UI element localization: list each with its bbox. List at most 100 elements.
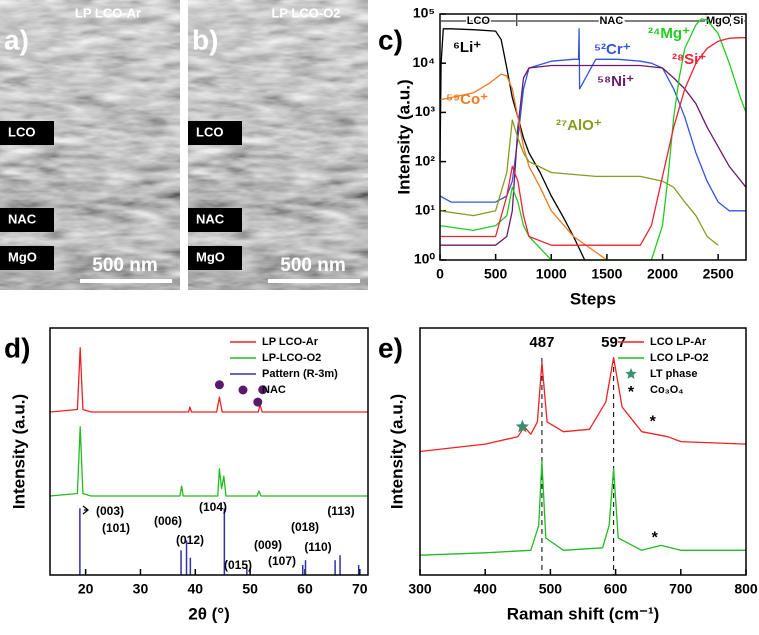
hkl-label: (012) — [176, 533, 204, 547]
legend-label: LT phase — [650, 368, 697, 380]
hkl-label: (006) — [154, 514, 182, 528]
x-tick-label: 2500 — [703, 266, 734, 282]
legend-label: Pattern (R-3m) — [262, 368, 338, 380]
x-tick-label: 600 — [604, 581, 628, 597]
y-tick-label: 10⁴ — [413, 54, 436, 70]
hkl-label: (009) — [254, 538, 282, 552]
legend-swatch — [238, 385, 248, 395]
legend-label: Co₃O₄ — [650, 384, 684, 396]
hkl-label: (101) — [102, 521, 130, 535]
y-axis-label: Intensity (a.u.) — [387, 394, 406, 509]
y-axis-label: Intensity (a.u.) — [9, 394, 28, 509]
x-tick-label: 20 — [78, 581, 94, 597]
x-tick-label: 60 — [297, 581, 313, 597]
series-line — [49, 426, 368, 497]
hkl-arrow — [82, 505, 90, 515]
x-tick-label: 50 — [242, 581, 258, 597]
x-axis-label: Raman shift (cm⁻¹) — [507, 604, 660, 623]
label-box — [188, 246, 242, 270]
x-tick-label: 1000 — [536, 266, 567, 282]
series-line — [440, 64, 747, 246]
legend-swatch: * — [628, 384, 635, 401]
peak-label: 487 — [529, 334, 554, 351]
sem-title: LP LCO-O2 — [271, 5, 340, 20]
region-label: MgO — [706, 15, 731, 27]
marker-dot — [214, 380, 224, 390]
plot-frame — [419, 327, 747, 576]
series-line — [439, 28, 586, 261]
x-axis-label: 2θ (°) — [188, 604, 230, 623]
sem-title: LP LCO-Ar — [75, 5, 141, 20]
x-tick-label: 70 — [352, 581, 368, 597]
legend-swatch — [625, 368, 637, 379]
layer-label: MgO — [196, 249, 225, 264]
plot-frame — [49, 327, 369, 576]
series-line — [439, 119, 719, 246]
series-label: ²⁸Si⁺ — [672, 51, 706, 68]
panel-label: d) — [4, 332, 30, 363]
region-label: Si — [733, 15, 743, 27]
series-line — [440, 37, 746, 246]
legend-label: LCO LP-O2 — [650, 352, 709, 364]
y-axis-label: Intensity (a.u.) — [394, 79, 413, 194]
sem-panel: a) LP LCO-Ar LCO NAC MgO 500 nm — [0, 0, 180, 290]
x-tick-label: 40 — [188, 581, 204, 597]
panel-label: e) — [378, 332, 403, 363]
label-box — [188, 208, 242, 232]
x-tick-label: 1500 — [591, 266, 622, 282]
hkl-label: (015) — [224, 558, 252, 572]
series-line — [439, 73, 608, 261]
y-tick-label: 10⁰ — [414, 251, 436, 267]
series-label: ⁵²Cr⁺ — [594, 41, 631, 58]
label-box — [188, 121, 242, 145]
label-box — [0, 121, 54, 145]
y-tick-label: 10² — [415, 152, 436, 168]
series-line — [419, 356, 747, 453]
marker-symbol: * — [650, 414, 657, 431]
hkl-label: (104) — [199, 500, 227, 514]
panel-label: b) — [192, 24, 218, 55]
series-label: ⁵⁹Co⁺ — [446, 91, 488, 108]
legend-label: LP-LCO-O2 — [262, 352, 321, 364]
scale-bar-label: 500 nm — [92, 255, 157, 276]
x-tick-label: 800 — [734, 581, 758, 597]
x-tick-label: 500 — [539, 581, 563, 597]
marker-dot — [258, 385, 268, 395]
series-label: ⁶Li⁺ — [453, 39, 481, 56]
y-tick-label: 10¹ — [415, 202, 436, 218]
peak-label: 597 — [601, 334, 626, 351]
x-tick-label: 0 — [436, 266, 444, 282]
series-label: ⁵⁸Ni⁺ — [597, 73, 634, 90]
series-label: ²⁴Mg⁺ — [648, 25, 690, 42]
hkl-label: (107) — [268, 554, 296, 568]
layer-label: NAC — [196, 211, 225, 226]
marker-dot — [253, 397, 263, 407]
series-line — [49, 347, 368, 413]
scale-bar-label: 500 nm — [280, 255, 345, 276]
y-tick-label: 10³ — [415, 103, 436, 119]
x-tick-label: 300 — [408, 581, 432, 597]
region-label: NAC — [599, 15, 623, 27]
series-line — [419, 460, 746, 556]
x-tick-label: 2000 — [647, 266, 678, 282]
marker-symbol: * — [652, 530, 659, 547]
x-tick-label: 500 — [484, 266, 508, 282]
scale-bar — [268, 279, 360, 283]
x-axis-label: Steps — [570, 289, 616, 308]
region-label: LCO — [467, 15, 491, 27]
hkl-label: (113) — [327, 504, 354, 518]
panel-label: c) — [378, 24, 403, 55]
legend-label: LCO LP-Ar — [650, 336, 707, 348]
x-tick-label: 400 — [474, 581, 498, 597]
x-tick-label: 30 — [133, 581, 149, 597]
layer-label: LCO — [8, 124, 35, 139]
sem-panel: b) LP LCO-O2 LCO NAC MgO 500 nm — [188, 0, 368, 290]
x-tick-label: 700 — [669, 581, 693, 597]
legend-label: LP LCO-Ar — [262, 336, 319, 348]
hkl-label: (110) — [304, 540, 331, 554]
scale-bar — [80, 279, 172, 283]
hkl-label: (003) — [96, 504, 124, 518]
plot-frame — [439, 13, 747, 261]
legend-label: NAC — [262, 384, 286, 396]
